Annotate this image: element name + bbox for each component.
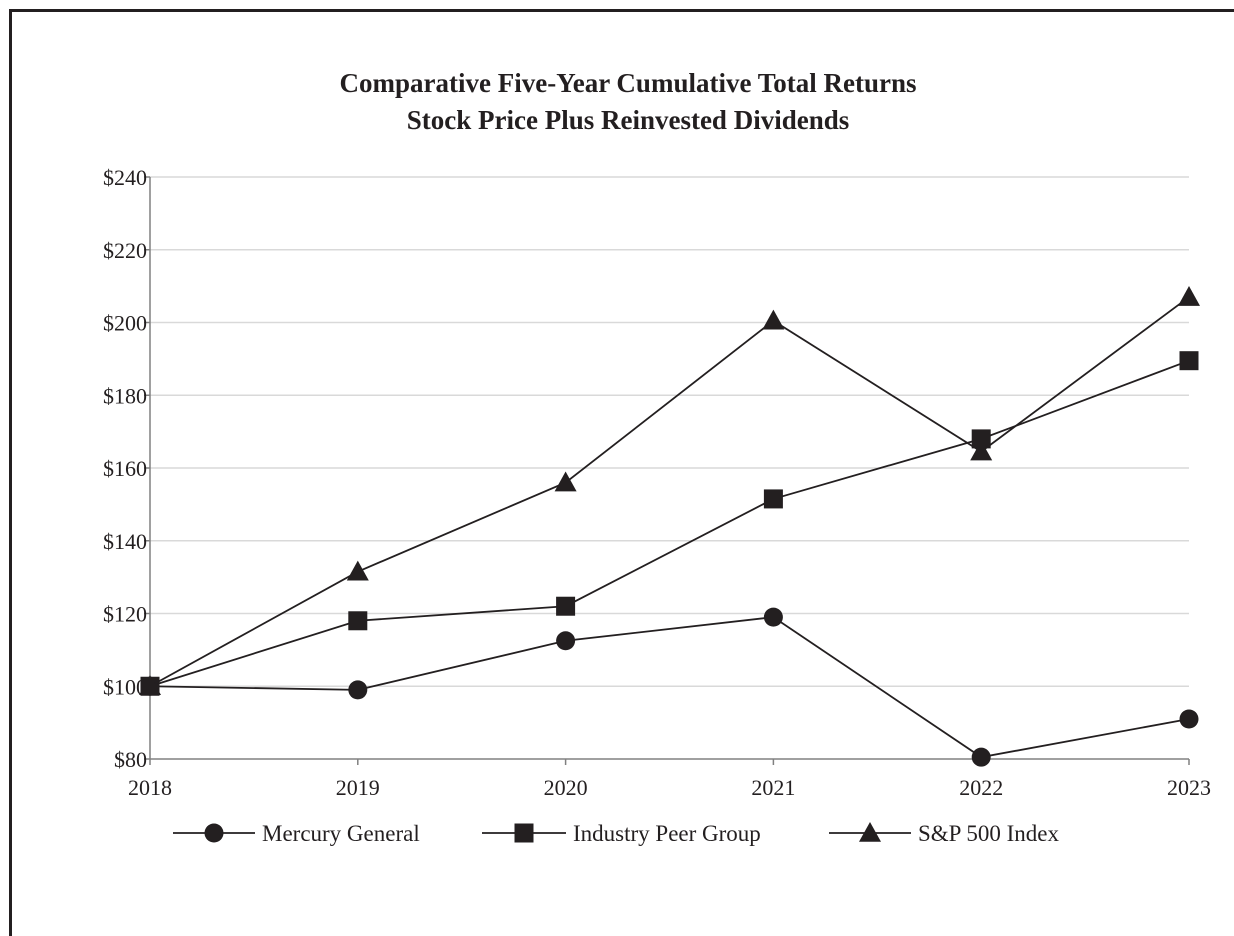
legend: Mercury General Industry Peer Group S&P 50…	[173, 821, 1059, 846]
series-line-industry-peer-group	[149, 359, 1190, 688]
data-point-s-p-500-index	[554, 471, 577, 492]
x-tick-label: 2022	[959, 775, 1003, 800]
y-tick-label: $80	[114, 747, 147, 772]
data-point-s-p-500-index	[346, 560, 369, 581]
legend-label: Mercury General	[262, 821, 420, 846]
y-tick-label: $140	[103, 529, 147, 554]
y-tick-label: $120	[103, 602, 147, 627]
series-line-mercury-general	[149, 616, 1190, 759]
y-tick-label: $160	[103, 456, 147, 481]
y-tick-label: $220	[103, 238, 147, 263]
gridlines	[150, 176, 1189, 687]
legend-marker-triangle	[859, 822, 881, 842]
data-point-mercury-general	[1179, 709, 1199, 729]
legend-item-s-p-500-index: S&P 500 Index	[829, 821, 1059, 846]
data-point-mercury-general	[971, 747, 991, 767]
data-point-industry-peer-group	[556, 596, 576, 616]
x-tick-label: 2021	[751, 775, 795, 800]
legend-label: S&P 500 Index	[918, 821, 1059, 846]
legend-label: Industry Peer Group	[573, 821, 761, 846]
x-tick-label: 2023	[1167, 775, 1211, 800]
data-point-mercury-general	[348, 680, 368, 700]
y-tick-label: $180	[103, 383, 147, 408]
series-line-s-p-500-index	[149, 296, 1190, 688]
data-point-mercury-general	[556, 631, 576, 651]
legend-item-industry-peer-group: Industry Peer Group	[482, 821, 761, 846]
data-point-s-p-500-index	[970, 440, 993, 461]
x-tick-label: 2020	[544, 775, 588, 800]
y-tick-label: $100	[103, 674, 147, 699]
series-mercury-general	[140, 607, 1199, 767]
legend-item-mercury-general: Mercury General	[173, 821, 420, 846]
y-tick-label: $240	[103, 165, 147, 190]
legend-marker-circle	[204, 823, 224, 843]
axes: $80 $100 $120 $140 $160 $180 $200 $220 $240 2018 2…	[103, 165, 1211, 800]
data-point-s-p-500-index	[1178, 286, 1200, 306]
series-industry-peer-group	[140, 351, 1199, 696]
series-s-p-500-index	[139, 286, 1200, 696]
x-tick-label: 2018	[128, 775, 172, 800]
data-point-industry-peer-group	[971, 429, 991, 449]
y-tick-label: $200	[103, 311, 147, 336]
data-point-industry-peer-group	[348, 611, 368, 631]
data-point-s-p-500-index	[762, 309, 785, 330]
legend-marker-square	[514, 823, 534, 843]
data-point-s-p-500-index	[139, 675, 161, 696]
x-tick-label: 2019	[336, 775, 380, 800]
data-point-mercury-general	[763, 607, 783, 627]
data-point-industry-peer-group	[1179, 351, 1199, 371]
chart-subtitle: Stock Price Plus Reinvested Dividends	[407, 105, 850, 135]
chart-frame	[9, 9, 1234, 936]
chart-title: Comparative Five-Year Cumulative Total R…	[340, 68, 917, 98]
data-point-industry-peer-group	[763, 489, 783, 509]
series-group	[139, 286, 1200, 767]
